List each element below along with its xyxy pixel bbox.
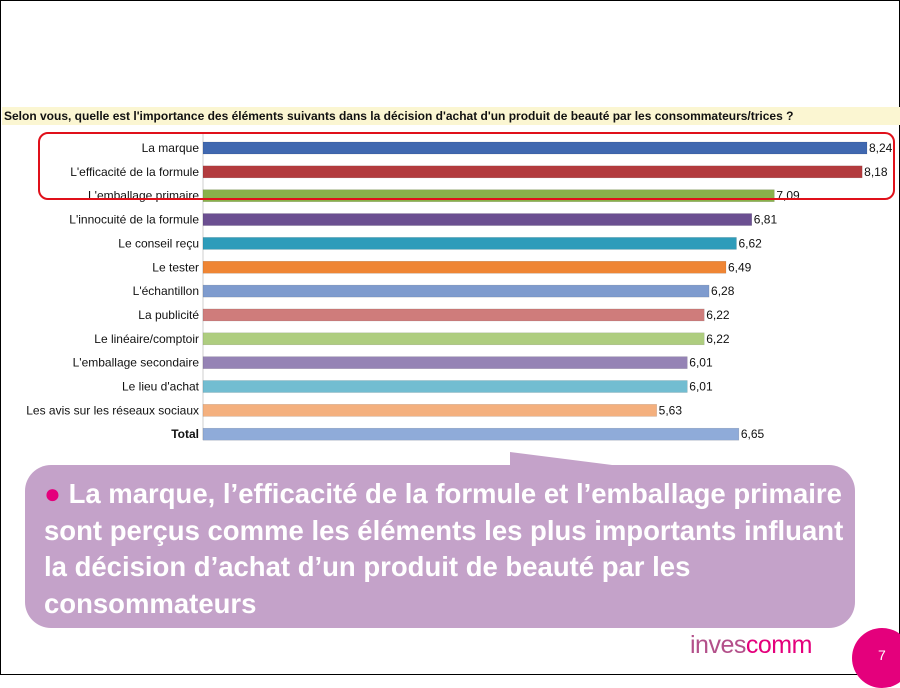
bar	[202, 261, 727, 274]
value-label: 6,81	[754, 213, 778, 227]
logo-part-comm: comm	[745, 631, 813, 659]
bar	[202, 332, 705, 346]
value-label: 6,22	[706, 308, 730, 322]
category-label: Le tester	[152, 260, 199, 274]
value-label: 6,01	[689, 356, 713, 370]
bar	[202, 141, 868, 155]
value-label: 5,63	[659, 403, 683, 417]
category-label: Le conseil reçu	[118, 236, 199, 250]
bar	[202, 427, 740, 441]
value-label: 8,24	[869, 141, 893, 155]
value-label: 6,49	[728, 260, 752, 274]
callout-pointer	[510, 452, 620, 466]
category-label: L'emballage secondaire	[73, 356, 200, 370]
bar	[202, 308, 705, 322]
value-label: 8,18	[864, 165, 888, 179]
category-label: Le linéaire/comptoir	[94, 332, 199, 346]
category-label: L'efficacité de la formule	[70, 165, 199, 179]
bar	[202, 404, 657, 417]
callout-message: La marque, l’efficacité de la formule et…	[44, 478, 844, 619]
bar	[202, 356, 688, 369]
category-label: L'innocuité de la formule	[69, 213, 199, 227]
category-label: La marque	[142, 141, 200, 155]
category-label: La publicité	[138, 308, 199, 322]
bar-chart: La marque 8,24 L'efficacité de la formule 8…	[26, 133, 893, 441]
bar	[202, 165, 863, 179]
value-label: 6,62	[738, 236, 762, 250]
value-label: 6,22	[706, 332, 730, 346]
bar	[202, 213, 753, 226]
category-label: Les avis sur les réseaux sociaux	[26, 403, 199, 417]
callout-box	[25, 465, 855, 628]
survey-question: Selon vous, quelle est l'importance des …	[2, 107, 900, 125]
bullet-icon: ●	[44, 478, 61, 509]
bar	[202, 380, 688, 393]
logo-part-inves: inves	[690, 631, 746, 659]
value-label: 6,28	[711, 284, 735, 298]
top-three-highlight-box	[38, 132, 895, 200]
bar	[202, 237, 737, 250]
invescomm-logo: invescomm	[690, 631, 812, 660]
callout-text: ● La marque, l’efficacité de la formule …	[44, 476, 849, 622]
category-label: L'échantillon	[133, 284, 199, 298]
bar	[202, 284, 710, 298]
value-label: 6,65	[741, 427, 765, 441]
page-number-badge: 7	[852, 628, 900, 688]
value-label: 6,01	[689, 380, 713, 394]
category-label: Le lieu d'achat	[122, 380, 200, 394]
page-number: 7	[878, 647, 886, 663]
category-label: Total	[171, 427, 199, 441]
